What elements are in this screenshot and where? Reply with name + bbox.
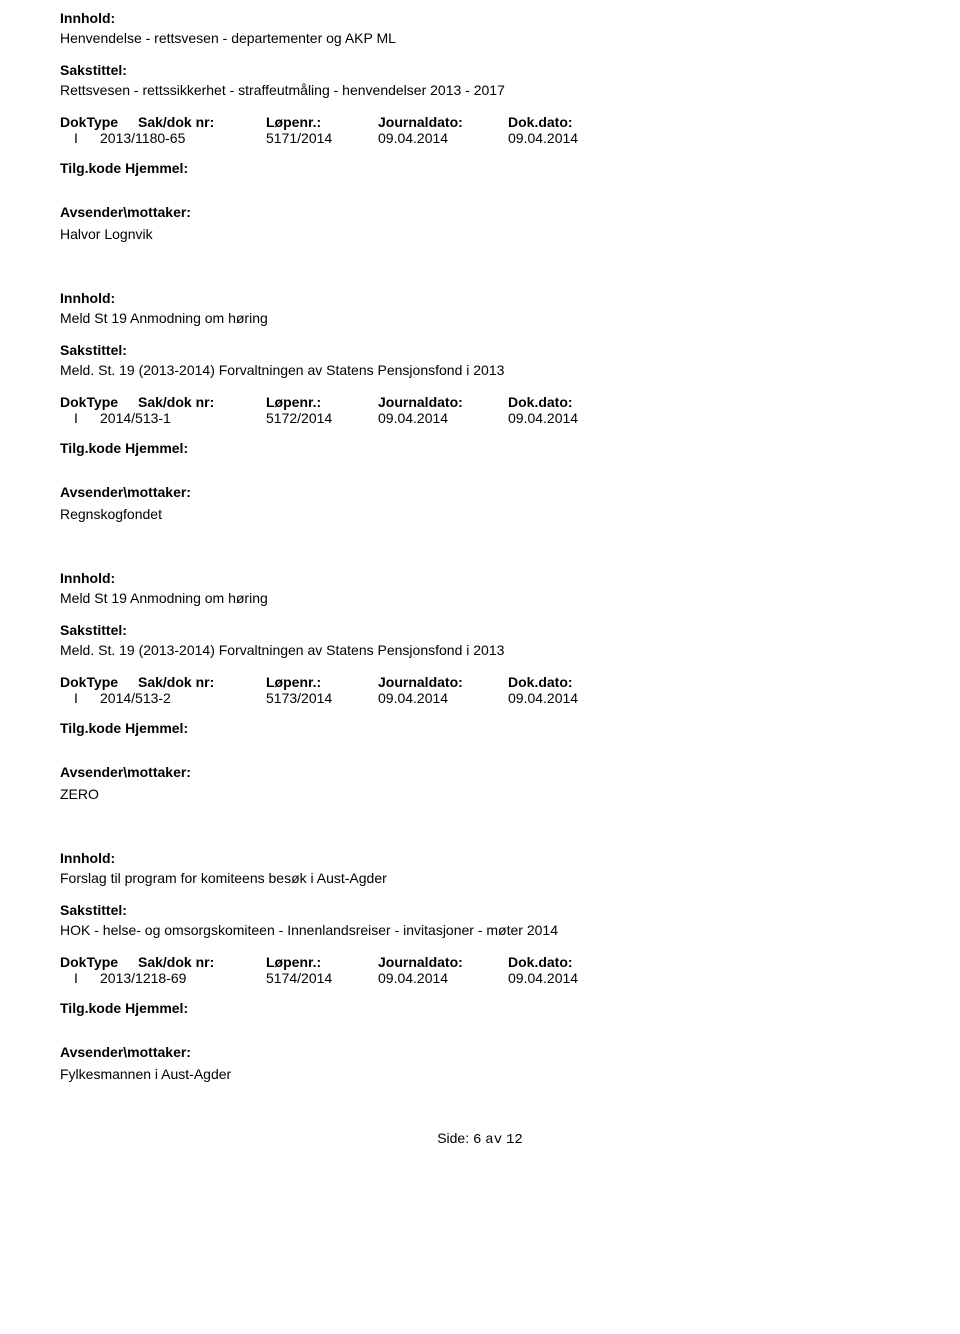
dokdato-header: Dok.dato: <box>508 394 638 410</box>
avsender-label: Avsender\mottaker: <box>60 1044 900 1060</box>
lopenr-value: 5172/2014 <box>266 410 378 426</box>
lopenr-value: 5173/2014 <box>266 690 378 706</box>
dokdato-header: Dok.dato: <box>508 114 638 130</box>
tilgkode-label: Tilg.kode Hjemmel: <box>60 720 900 736</box>
sakdoknr-value: 2014/513-2 <box>100 690 266 706</box>
tilgkode-label: Tilg.kode Hjemmel: <box>60 440 900 456</box>
avsender-value: ZERO <box>60 786 900 802</box>
lopenr-header: Løpenr.: <box>266 954 378 970</box>
doktype-value: I <box>60 690 100 706</box>
tilgkode-label: Tilg.kode Hjemmel: <box>60 160 900 176</box>
journaldato-value: 09.04.2014 <box>378 410 508 426</box>
journaldato-header: Journaldato: <box>378 394 508 410</box>
doktype-value: I <box>60 970 100 986</box>
doktype-header: DokType <box>60 674 138 690</box>
journaldato-value: 09.04.2014 <box>378 130 508 146</box>
innhold-label: Innhold: <box>60 10 900 26</box>
column-headers: DokType Sak/dok nr: Løpenr.: Journaldato… <box>60 394 900 410</box>
page-footer: Side: 6 av 12 <box>60 1130 900 1148</box>
sakdoknr-header: Sak/dok nr: <box>138 114 266 130</box>
journaldato-header: Journaldato: <box>378 674 508 690</box>
column-headers: DokType Sak/dok nr: Løpenr.: Journaldato… <box>60 674 900 690</box>
lopenr-header: Løpenr.: <box>266 674 378 690</box>
sakdoknr-value: 2013/1218-69 <box>100 970 266 986</box>
dokdato-value: 09.04.2014 <box>508 970 638 986</box>
journaldato-header: Journaldato: <box>378 114 508 130</box>
dokdato-header: Dok.dato: <box>508 674 638 690</box>
sakstittel-value: Rettsvesen - rettssikkerhet - straffeutm… <box>60 82 900 98</box>
document-page: Innhold: Henvendelse - rettsvesen - depa… <box>0 0 960 1188</box>
innhold-label: Innhold: <box>60 570 900 586</box>
avsender-value: Regnskogfondet <box>60 506 900 522</box>
innhold-label: Innhold: <box>60 290 900 306</box>
sakstittel-value: Meld. St. 19 (2013-2014) Forvaltningen a… <box>60 362 900 378</box>
avsender-value: Halvor Lognvik <box>60 226 900 242</box>
sakdoknr-header: Sak/dok nr: <box>138 954 266 970</box>
dokdato-value: 09.04.2014 <box>508 410 638 426</box>
column-values: I 2013/1218-69 5174/2014 09.04.2014 09.0… <box>60 970 900 986</box>
sakdoknr-value: 2014/513-1 <box>100 410 266 426</box>
column-headers: DokType Sak/dok nr: Løpenr.: Journaldato… <box>60 114 900 130</box>
dokdato-header: Dok.dato: <box>508 954 638 970</box>
avsender-label: Avsender\mottaker: <box>60 764 900 780</box>
doktype-header: DokType <box>60 954 138 970</box>
dokdato-value: 09.04.2014 <box>508 130 638 146</box>
doktype-header: DokType <box>60 394 138 410</box>
lopenr-header: Løpenr.: <box>266 394 378 410</box>
lopenr-value: 5174/2014 <box>266 970 378 986</box>
lopenr-header: Løpenr.: <box>266 114 378 130</box>
record: Innhold: Meld St 19 Anmodning om høring … <box>60 290 900 522</box>
doktype-value: I <box>60 130 100 146</box>
doktype-header: DokType <box>60 114 138 130</box>
footer-sep: av <box>485 1132 502 1148</box>
footer-side-label: Side: <box>437 1130 469 1146</box>
column-headers: DokType Sak/dok nr: Løpenr.: Journaldato… <box>60 954 900 970</box>
sakstittel-value: HOK - helse- og omsorgskomiteen - Innenl… <box>60 922 900 938</box>
column-values: I 2014/513-1 5172/2014 09.04.2014 09.04.… <box>60 410 900 426</box>
footer-total-pages: 12 <box>506 1132 523 1148</box>
avsender-value: Fylkesmannen i Aust-Agder <box>60 1066 900 1082</box>
sakstittel-label: Sakstittel: <box>60 622 900 638</box>
dokdato-value: 09.04.2014 <box>508 690 638 706</box>
sakdoknr-header: Sak/dok nr: <box>138 674 266 690</box>
avsender-label: Avsender\mottaker: <box>60 484 900 500</box>
lopenr-value: 5171/2014 <box>266 130 378 146</box>
sakstittel-label: Sakstittel: <box>60 902 900 918</box>
journaldato-header: Journaldato: <box>378 954 508 970</box>
record: Innhold: Meld St 19 Anmodning om høring … <box>60 570 900 802</box>
column-values: I 2013/1180-65 5171/2014 09.04.2014 09.0… <box>60 130 900 146</box>
innhold-label: Innhold: <box>60 850 900 866</box>
journaldato-value: 09.04.2014 <box>378 970 508 986</box>
record: Innhold: Henvendelse - rettsvesen - depa… <box>60 10 900 242</box>
sakstittel-label: Sakstittel: <box>60 62 900 78</box>
innhold-value: Meld St 19 Anmodning om høring <box>60 310 900 326</box>
sakdoknr-header: Sak/dok nr: <box>138 394 266 410</box>
doktype-value: I <box>60 410 100 426</box>
tilgkode-label: Tilg.kode Hjemmel: <box>60 1000 900 1016</box>
avsender-label: Avsender\mottaker: <box>60 204 900 220</box>
sakdoknr-value: 2013/1180-65 <box>100 130 266 146</box>
innhold-value: Henvendelse - rettsvesen - departementer… <box>60 30 900 46</box>
record: Innhold: Forslag til program for komitee… <box>60 850 900 1082</box>
sakstittel-label: Sakstittel: <box>60 342 900 358</box>
innhold-value: Forslag til program for komiteens besøk … <box>60 870 900 886</box>
innhold-value: Meld St 19 Anmodning om høring <box>60 590 900 606</box>
footer-current-page: 6 <box>473 1132 481 1148</box>
column-values: I 2014/513-2 5173/2014 09.04.2014 09.04.… <box>60 690 900 706</box>
journaldato-value: 09.04.2014 <box>378 690 508 706</box>
sakstittel-value: Meld. St. 19 (2013-2014) Forvaltningen a… <box>60 642 900 658</box>
